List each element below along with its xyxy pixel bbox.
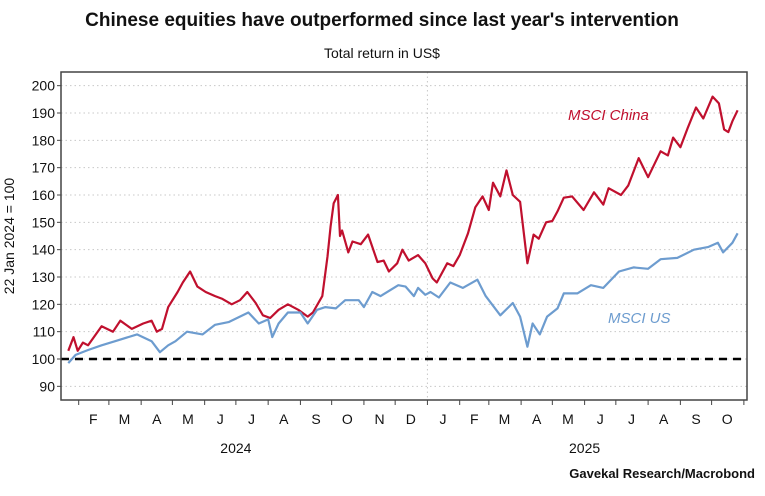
y-tick-label: 100 (32, 351, 56, 367)
x-tick-label: J (440, 411, 447, 427)
x-tick-label: J (248, 411, 255, 427)
gridlines (61, 72, 747, 400)
chart-title: Chinese equities have outperformed since… (85, 10, 679, 31)
x-tick-label: O (722, 411, 733, 427)
x-tick-label: M (182, 411, 194, 427)
chart-subtitle: Total return in US$ (324, 45, 440, 61)
y-tick-label: 180 (32, 132, 56, 148)
x-tick-label: A (532, 411, 542, 427)
x-tick-label: J (217, 411, 224, 427)
x-tick-label: S (311, 411, 320, 427)
x-year-label: 2025 (569, 440, 600, 456)
x-tick-label: N (374, 411, 384, 427)
x-tick-label: F (470, 411, 479, 427)
y-axis-label: 22 Jan 2024 = 100 (1, 178, 17, 295)
y-tick-label: 200 (32, 78, 56, 94)
x-axis-ticks: F M A M J J A S O N D J F M A M J J A S O 2024 2025 (78, 400, 745, 456)
x-tick-label: M (119, 411, 131, 427)
series-label-msci-us: MSCI US (608, 310, 671, 327)
source-note: Gavekal Research/Macrobond (569, 466, 755, 481)
x-tick-label: M (499, 411, 511, 427)
series-label-msci-china: MSCI China (568, 107, 649, 124)
x-tick-label: A (152, 411, 162, 427)
x-year-label: 2024 (220, 440, 251, 456)
y-axis-ticks: 90 100 110 120 130 140 150 160 170 180 190 200 (32, 78, 61, 394)
series-lines (67, 95, 739, 364)
x-tick-label: A (279, 411, 289, 427)
y-tick-label: 190 (32, 105, 56, 121)
y-tick-label: 90 (39, 378, 55, 394)
plot-frame (60, 71, 748, 401)
x-tick-label: J (597, 411, 604, 427)
y-tick-label: 110 (33, 324, 56, 340)
x-tick-label: M (562, 411, 574, 427)
x-tick-label: J (628, 411, 635, 427)
x-tick-label: O (342, 411, 353, 427)
y-tick-label: 170 (32, 160, 56, 176)
x-tick-label: D (406, 411, 416, 427)
y-tick-label: 150 (32, 214, 56, 230)
series-line-msci-us (67, 232, 739, 364)
y-tick-label: 140 (32, 242, 56, 258)
x-tick-label: A (659, 411, 669, 427)
y-tick-label: 130 (32, 269, 56, 285)
x-tick-label: S (691, 411, 700, 427)
series-line-msci-china (67, 95, 739, 352)
y-tick-label: 160 (32, 187, 56, 203)
y-tick-label: 120 (32, 296, 56, 312)
x-tick-label: F (89, 411, 98, 427)
